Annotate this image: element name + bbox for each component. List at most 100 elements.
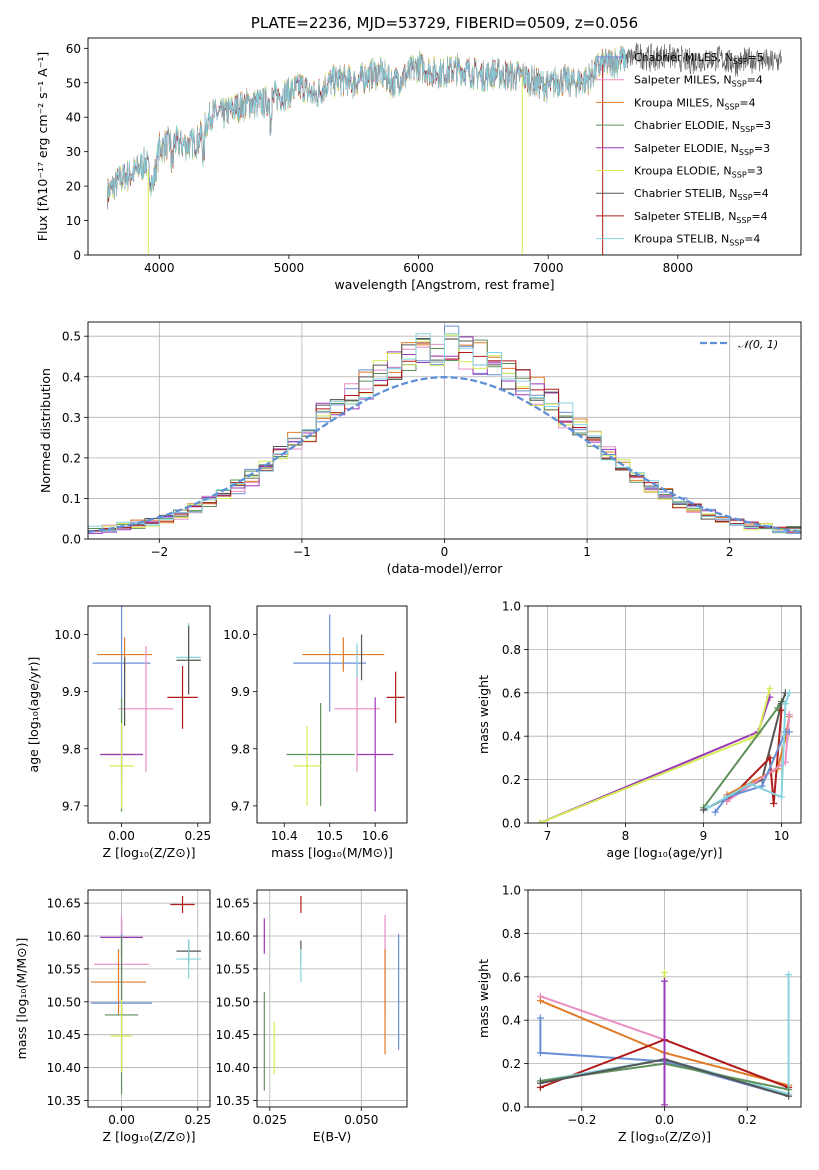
y-axis-label: mass [log₁₀(M/M⊙)]: [14, 938, 29, 1060]
weight-marker-salpeter_elodie: [661, 977, 668, 985]
y-tick-label: 0: [73, 249, 81, 263]
y-tick-label: 0.2: [502, 773, 521, 787]
legend-name: Salpeter MILES, N: [634, 74, 732, 87]
axes-frame: [527, 605, 802, 824]
axes-frame: [256, 605, 408, 824]
legend-sub: SSP: [733, 57, 748, 66]
y-tick-label: 0.1: [62, 492, 81, 506]
y-tick-label: 9.9: [231, 685, 250, 699]
legend-name: Salpeter STELIB, N: [634, 210, 736, 223]
legend-label: Kroupa MILES, NSSP=4: [634, 96, 756, 111]
errorbars: [286, 614, 405, 812]
y-tick-label: 9.8: [62, 742, 81, 756]
spectrum-lines: [107, 42, 782, 255]
y-tick-label: 0.4: [62, 370, 81, 384]
legend-suffix: =5: [748, 51, 764, 64]
y-tick-label: 10.45: [216, 1028, 250, 1042]
y-tick-label: 0.2: [502, 1057, 521, 1071]
x-axis-label: E(B-V): [313, 1129, 352, 1144]
y-axis-label: Flux [fλ10⁻¹⁷ erg cm⁻² s⁻¹ A⁻¹]: [35, 52, 50, 241]
x-tick-label: 0: [441, 545, 449, 559]
x-tick-label: 10.6: [362, 829, 389, 843]
legend-label: Kroupa ELODIE, NSSP=3: [634, 165, 763, 180]
x-tick-label: 0.00: [108, 1113, 135, 1127]
y-tick-label: 60: [66, 42, 81, 56]
weight-marker-kroupa_stelib: [703, 804, 711, 812]
histogram-kroupa_stelib: [88, 333, 801, 533]
y-tick-label: 10.65: [216, 897, 250, 911]
weight-marker-chabrier_elodie: [785, 1086, 793, 1094]
weight-marker-salpeter_stelib: [778, 706, 785, 714]
x-tick-label: 0.25: [184, 1113, 211, 1127]
weight-marker-salpeter_stelib: [766, 754, 774, 762]
legend-suffix: =3: [747, 165, 763, 178]
mass_vs_Z-panel: 0.00 0.25 10.35 10.40 10.45 10.50 10.55 10.60 10…: [14, 889, 211, 1144]
errorbars: [91, 895, 201, 1094]
x-axis-label: (data-model)/error: [387, 561, 504, 576]
y-tick-label: 10.50: [216, 995, 250, 1009]
x-tick-label: 10: [774, 829, 789, 843]
legend-name: Chabrier ELODIE, N: [634, 119, 740, 132]
y-tick-label: 10.55: [216, 962, 250, 976]
x-tick-label: 0.0: [655, 1113, 674, 1127]
x-tick-label: 8000: [663, 261, 694, 275]
legend-sub: SSP: [732, 171, 747, 180]
y-tick-label: 1.0: [502, 600, 521, 614]
x-tick-label: 0.25: [184, 829, 211, 843]
legend-sub: SSP: [738, 193, 753, 202]
spectrum-panel: PLATE=2236, MJD=53729, FIBERID=0509, z=0…: [35, 14, 802, 292]
y-tick-label: 9.9: [62, 685, 81, 699]
legend-sub: SSP: [732, 80, 747, 89]
y-tick-label: 0.2: [62, 451, 81, 465]
y-tick-label: 0.4: [502, 1014, 521, 1028]
y-tick-label: 10.0: [54, 628, 81, 642]
y-axis-label: mass weight: [476, 959, 491, 1038]
x-tick-label: 0.025: [253, 1113, 287, 1127]
x-axis-label: age [log₁₀(age/yr)]: [607, 845, 723, 860]
y-tick-label: 20: [66, 180, 81, 194]
legend-suffix: =4: [747, 74, 763, 87]
weight-marker-kroupa_miles: [536, 997, 544, 1005]
legend-name: Kroupa MILES, N: [634, 96, 724, 109]
x-tick-label: 10.5: [316, 829, 343, 843]
legend-sub: SSP: [729, 239, 744, 248]
weight-line-chabrier_miles: [539, 1018, 789, 1098]
legend-label: Salpeter MILES, NSSP=4: [634, 74, 763, 89]
mass_weight_vs_Z-panel: −0.2 0.0 0.2 0.0 0.2 0.4 0.6 0.8 1.0 Z [log₁₀(Z/Z…: [476, 884, 802, 1144]
y-axis-label: Normed distribution: [38, 368, 53, 493]
legend-label: Salpeter STELIB, NSSP=4: [634, 210, 768, 225]
legend-suffix: =4: [753, 187, 769, 200]
legend-name: Salpeter ELODIE, N: [634, 142, 739, 155]
weight-marker-chabrier_miles: [536, 1014, 544, 1022]
x-axis-label: Z [log₁₀(Z/Z⊙)]: [103, 845, 196, 860]
x-tick-label: 8: [622, 829, 630, 843]
y-tick-label: 10.45: [47, 1028, 81, 1042]
y-tick-label: 10.55: [47, 962, 81, 976]
x-tick-label: 0.00: [108, 829, 135, 843]
age_vs_mass-panel: 10.4 10.5 10.6 9.7 9.8 9.9 10.0 mass [log₁₀(M/M…: [223, 605, 408, 860]
errorbars: [92, 606, 201, 812]
x-tick-label: 7: [544, 829, 552, 843]
legend-sub: SSP: [739, 148, 754, 157]
errorbars: [263, 895, 400, 1091]
legend-suffix: =4: [739, 96, 755, 109]
legend-name: Chabrier STELIB, N: [634, 187, 738, 200]
legend-sub: SSP: [736, 216, 751, 225]
legend-label: Kroupa STELIB, NSSP=4: [634, 233, 760, 248]
y-tick-label: 9.7: [62, 799, 81, 813]
histograms: [88, 325, 801, 534]
weight-marker-kroupa_stelib: [781, 700, 789, 708]
y-tick-label: 0.0: [502, 1101, 521, 1115]
weight-line-salpeter_stelib: [726, 710, 783, 804]
gaussian-curve: [88, 376, 801, 534]
y-tick-label: 0.5: [62, 330, 81, 344]
axes-frame: [87, 321, 802, 540]
legend-suffix: =3: [755, 119, 771, 132]
y-tick-label: 10.65: [47, 897, 81, 911]
y-tick-label: 10.40: [47, 1061, 81, 1075]
y-tick-label: 10.0: [223, 628, 250, 642]
weight-marker-kroupa_stelib: [785, 689, 793, 697]
x-tick-label: 0.2: [738, 1113, 757, 1127]
weight-marker-kroupa_elodie: [536, 819, 544, 823]
